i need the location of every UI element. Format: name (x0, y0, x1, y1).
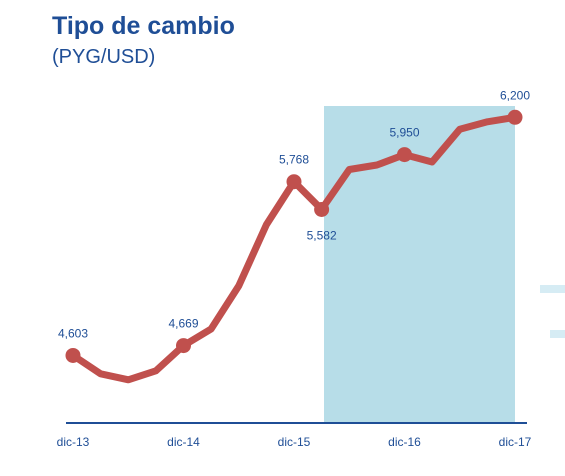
data-point (507, 109, 523, 125)
x-tick-label: dic-15 (278, 435, 311, 449)
data-point (176, 338, 191, 354)
data-label: 5,768 (279, 153, 309, 167)
x-tick-label: dic-16 (388, 435, 421, 449)
decor-bar-bottom (550, 330, 565, 338)
data-label: 4,603 (58, 326, 88, 340)
data-label: 6,200 (500, 88, 530, 102)
chart-title: Tipo de cambio (52, 12, 235, 40)
x-tick-label: dic-14 (167, 435, 200, 449)
chart-subtitle: (PYG/USD) (52, 46, 156, 68)
data-point (65, 347, 81, 363)
data-point (286, 174, 302, 190)
x-tick-label: dic-17 (499, 435, 532, 449)
data-point (397, 147, 412, 163)
data-label: 4,669 (168, 317, 198, 331)
data-label: 5,582 (307, 228, 337, 242)
data-point (314, 201, 330, 217)
data-label: 5,950 (389, 126, 419, 140)
projection-shade (324, 106, 515, 423)
x-tick-label: dic-13 (57, 435, 90, 449)
decor-bar-top (540, 285, 565, 293)
